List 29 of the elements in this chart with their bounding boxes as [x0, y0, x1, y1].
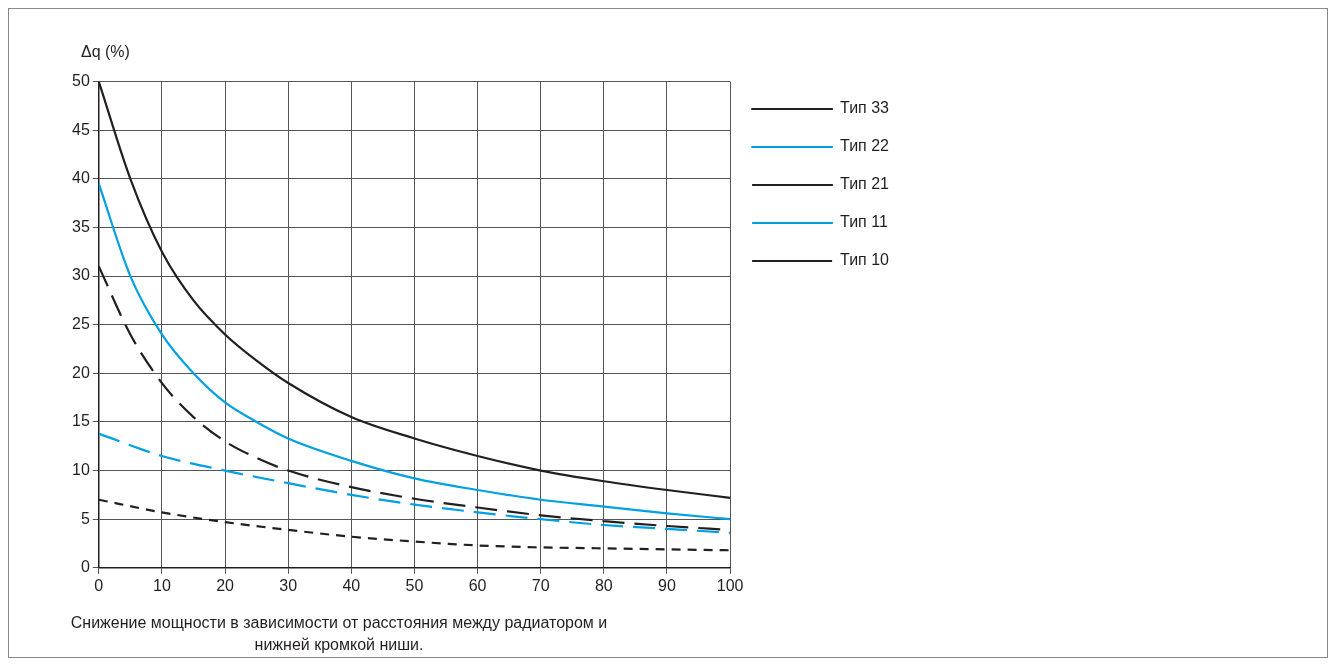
- y-tick-label: 30: [72, 266, 90, 284]
- legend-label: Тип 21: [840, 175, 890, 193]
- x-tick-label: 90: [658, 576, 676, 594]
- y-tick-label: 5: [80, 509, 90, 527]
- x-tick-label: 60: [468, 576, 487, 594]
- y-tick-label: 20: [72, 363, 90, 381]
- legend-label: Тип 22: [840, 137, 890, 155]
- x-tick-label: 20: [216, 576, 235, 594]
- x-tick-label: 100: [716, 576, 744, 594]
- x-tick-label: 0: [94, 576, 104, 594]
- legend-label: Тип 33: [840, 99, 890, 117]
- x-tick-label: 30: [279, 576, 298, 594]
- y-axis-title: Δq (%): [81, 43, 130, 61]
- y-tick-label: 0: [80, 558, 90, 576]
- y-tick-label: 45: [72, 120, 90, 138]
- y-tick-label: 15: [72, 412, 90, 430]
- text: Снижение мощности в зависимости от расстояния между радиатором и нижней кромкой ниши.: [69, 613, 609, 656]
- x-tick-label: 80: [594, 576, 613, 594]
- y-tick-label: 10: [72, 460, 90, 478]
- legend-label: Тип 10: [840, 251, 890, 269]
- y-tick-label: 25: [72, 315, 90, 333]
- legend-label: Тип 11: [840, 213, 888, 231]
- x-tick-label: 70: [531, 576, 550, 594]
- y-tick-label: 35: [72, 217, 90, 235]
- x-tick-label: 10: [153, 576, 171, 594]
- y-tick-label: 50: [72, 72, 90, 90]
- y-tick-label: 40: [72, 169, 90, 187]
- x-tick-label: 50: [405, 576, 424, 594]
- x-tick-label: 40: [342, 576, 361, 594]
